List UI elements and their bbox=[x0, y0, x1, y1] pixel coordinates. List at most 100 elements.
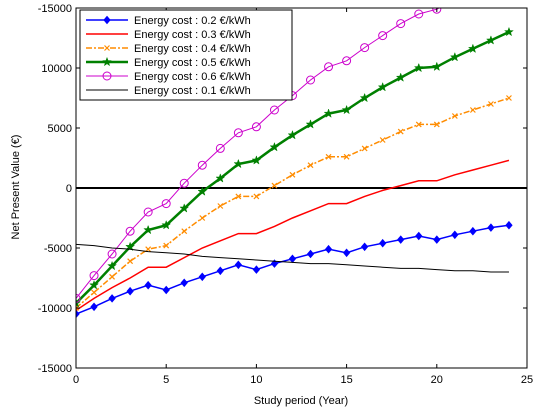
series-point bbox=[415, 231, 423, 241]
series-point bbox=[487, 101, 494, 107]
y-tick-label: 5000 bbox=[48, 123, 72, 135]
series-point bbox=[360, 43, 370, 53]
y-tick-label: -15000 bbox=[38, 363, 72, 375]
x-axis-label: Study period (Year) bbox=[254, 395, 348, 407]
series-line bbox=[76, 159, 510, 312]
series-point bbox=[287, 129, 298, 140]
legend-label: Energy cost : 0.5 €/kWh bbox=[134, 57, 251, 69]
series-point bbox=[379, 238, 387, 248]
series-point bbox=[252, 265, 261, 274]
series-point bbox=[343, 153, 350, 160]
series-point bbox=[143, 207, 153, 217]
series-point bbox=[359, 92, 370, 103]
legend-label: Energy cost : 0.1 €/kWh bbox=[134, 85, 251, 97]
series-point bbox=[467, 43, 478, 54]
series-point bbox=[377, 81, 388, 92]
y-tick-label: -5000 bbox=[44, 243, 72, 255]
series-point bbox=[179, 203, 190, 213]
legend-marker bbox=[102, 71, 112, 81]
series-point bbox=[161, 199, 171, 209]
series-point bbox=[432, 8, 442, 14]
series-point bbox=[90, 302, 98, 312]
series-point bbox=[306, 75, 316, 85]
series-point bbox=[361, 145, 368, 152]
series-point bbox=[234, 260, 243, 270]
series-point bbox=[323, 108, 334, 118]
series-6 bbox=[76, 243, 509, 273]
series-point bbox=[179, 178, 189, 188]
series-point bbox=[108, 294, 116, 303]
legend-marker bbox=[103, 15, 111, 25]
series-point bbox=[451, 0, 459, 4]
series-point bbox=[397, 128, 404, 135]
series-point bbox=[143, 224, 154, 235]
series-point bbox=[251, 155, 262, 165]
series-point bbox=[197, 186, 208, 196]
series-point bbox=[305, 119, 316, 129]
y-tick-label: 0 bbox=[66, 183, 72, 195]
series-point bbox=[487, 223, 495, 232]
series-point bbox=[505, 220, 513, 230]
series-point bbox=[216, 266, 224, 276]
x-tick-label: 10 bbox=[250, 374, 262, 386]
series-point bbox=[180, 278, 188, 288]
series-point bbox=[269, 105, 279, 115]
series-point bbox=[126, 286, 134, 296]
series-point bbox=[325, 153, 332, 160]
series-2 bbox=[76, 159, 510, 312]
series-point bbox=[235, 193, 242, 200]
series-point bbox=[469, 226, 477, 236]
series-point bbox=[360, 242, 369, 252]
y-tick-label: 10000 bbox=[41, 63, 72, 75]
series-point bbox=[289, 171, 296, 178]
series-point bbox=[431, 61, 442, 72]
series-point bbox=[413, 62, 424, 73]
series-point bbox=[215, 143, 225, 153]
series-point bbox=[414, 9, 424, 19]
series-point bbox=[145, 246, 152, 253]
series-point bbox=[125, 241, 136, 252]
series-point bbox=[253, 193, 260, 200]
series-point bbox=[271, 182, 278, 189]
series-point bbox=[342, 248, 351, 258]
y-tick-label: -15000 bbox=[38, 3, 72, 15]
series-point bbox=[198, 272, 206, 282]
series-point bbox=[341, 104, 352, 115]
series-point bbox=[451, 230, 459, 240]
series-point bbox=[215, 173, 226, 183]
series-point bbox=[433, 235, 441, 244]
series-point bbox=[415, 121, 422, 128]
y-axis-label: Net Present Value (€) bbox=[10, 135, 22, 240]
series-point bbox=[397, 235, 405, 244]
axes: 0 5 10 15 20 25 -15000 -10000 -5000 0 5000 10000 -15… bbox=[38, 3, 533, 386]
series-point bbox=[233, 128, 243, 138]
legend-entry: Energy cost : 0.4 €/kWh bbox=[86, 43, 251, 55]
plot-area bbox=[76, 0, 527, 319]
x-tick-label: 25 bbox=[521, 374, 533, 386]
series-point bbox=[270, 259, 279, 268]
series-point bbox=[197, 160, 207, 170]
x-tick-label: 0 bbox=[73, 374, 79, 386]
series-point bbox=[217, 203, 224, 209]
legend-label: Energy cost : 0.3 €/kWh bbox=[134, 29, 251, 41]
legend-label: Energy cost : 0.4 €/kWh bbox=[134, 43, 251, 55]
legend-entry: Energy cost : 0.3 €/kWh bbox=[86, 29, 251, 41]
series-point bbox=[451, 113, 458, 119]
series-point bbox=[233, 158, 244, 169]
series-point bbox=[324, 62, 334, 72]
series-point bbox=[506, 95, 512, 101]
series-point bbox=[396, 19, 406, 29]
series-4 bbox=[76, 26, 514, 308]
series-point bbox=[76, 297, 82, 308]
x-tick-label: 20 bbox=[431, 374, 443, 386]
series-point bbox=[109, 273, 116, 280]
series-point bbox=[379, 137, 386, 143]
legend-entry: Energy cost : 0.2 €/kWh bbox=[86, 15, 251, 27]
series-3 bbox=[76, 95, 512, 311]
series-point bbox=[181, 228, 188, 235]
x-tick-label: 15 bbox=[340, 374, 352, 386]
series-point bbox=[269, 141, 280, 152]
legend-label: Energy cost : 0.6 €/kWh bbox=[134, 71, 251, 83]
series-point bbox=[76, 309, 80, 319]
